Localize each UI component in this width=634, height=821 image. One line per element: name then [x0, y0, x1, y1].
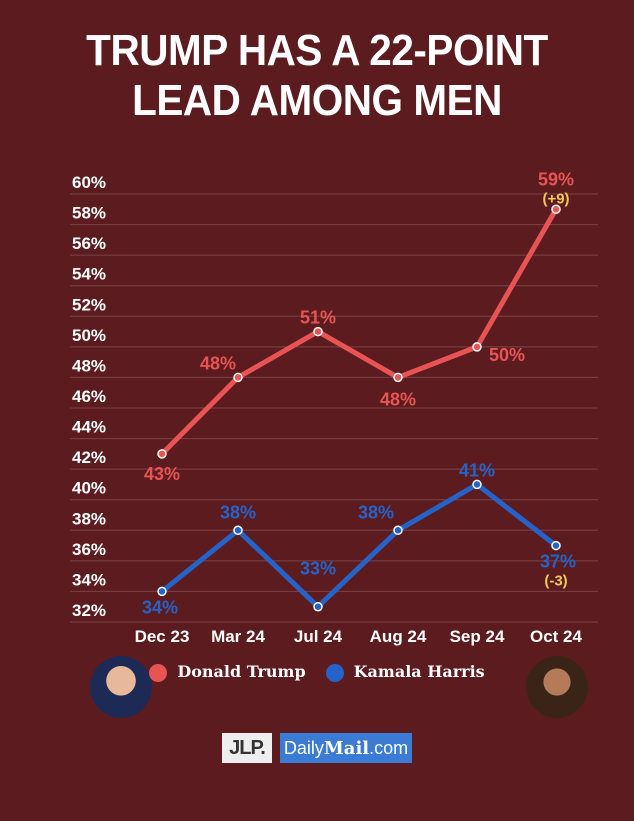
- legend-label-trump: Donald Trump: [177, 662, 306, 681]
- harris-photo: [526, 656, 588, 718]
- data-point: [313, 601, 323, 612]
- y-tick-label: 54%: [72, 265, 106, 284]
- x-tick-label: Sep 24: [450, 627, 505, 646]
- legend-item-trump: Donald Trump: [149, 662, 306, 682]
- trump-photo: [90, 656, 152, 718]
- data-label: 41%: [459, 460, 495, 480]
- legend-item-harris: Kamala Harris: [325, 662, 485, 682]
- y-tick-label: 44%: [72, 418, 106, 437]
- y-tick-label: 60%: [72, 173, 106, 192]
- data-point: [313, 326, 323, 337]
- source-logos: JLP. DailyMail.com: [0, 733, 634, 763]
- data-label: 43%: [144, 464, 180, 484]
- data-label: 50%: [489, 345, 525, 365]
- series-line-harris: [160, 481, 558, 610]
- harris-dot-icon: [325, 663, 344, 682]
- data-label: 48%: [200, 353, 236, 373]
- data-label: 48%: [380, 389, 416, 409]
- data-point: [233, 525, 243, 536]
- data-point: [472, 479, 482, 490]
- data-label: 37%: [540, 552, 576, 572]
- y-tick-label: 32%: [72, 601, 106, 620]
- y-tick-label: 40%: [72, 479, 106, 498]
- legend-label-harris: Kamala Harris: [353, 662, 485, 681]
- change-label: (+9): [542, 190, 569, 207]
- data-label: 51%: [300, 308, 336, 328]
- data-point: [233, 372, 243, 383]
- data-point: [472, 342, 482, 352]
- y-tick-label: 42%: [72, 448, 106, 467]
- legend: Donald Trump Kamala Harris: [0, 662, 634, 682]
- data-point: [551, 204, 561, 215]
- chart-title: TRUMP HAS A 22-POINT LEAD AMONG MEN: [25, 26, 608, 126]
- y-tick-label: 36%: [72, 540, 106, 559]
- y-tick-label: 50%: [72, 326, 106, 345]
- title-line-2: LEAD AMONG MEN: [132, 76, 502, 125]
- data-label: 38%: [220, 502, 256, 522]
- data-point: [393, 372, 403, 383]
- y-tick-label: 38%: [72, 509, 106, 528]
- x-tick-label: Oct 24: [530, 627, 583, 646]
- y-tick-label: 56%: [72, 234, 106, 253]
- data-label: 34%: [142, 597, 178, 617]
- trump-dot-icon: [149, 663, 168, 682]
- x-tick-label: Aug 24: [370, 627, 427, 646]
- data-point: [551, 540, 561, 551]
- y-tick-label: 34%: [72, 570, 106, 589]
- y-tick-label: 52%: [72, 295, 106, 314]
- series-line-trump: [160, 208, 559, 456]
- y-tick-label: 46%: [72, 387, 106, 406]
- data-label: 33%: [300, 559, 336, 579]
- change-label: (-3): [544, 573, 567, 590]
- data-label: 59%: [538, 169, 574, 189]
- x-tick-label: Mar 24: [211, 627, 265, 646]
- data-label: 38%: [358, 502, 394, 522]
- title-line-1: TRUMP HAS A 22-POINT: [86, 26, 548, 75]
- x-tick-label: Dec 23: [135, 627, 190, 646]
- data-point: [157, 449, 167, 459]
- dailymail-logo: DailyMail.com: [280, 733, 412, 763]
- data-point: [393, 525, 403, 536]
- line-chart: 32% 34% 36% 38% 40% 42% 44% 46% 48% 50% 52% 54% 56% 5…: [70, 169, 598, 646]
- jlp-logo: JLP.: [222, 733, 272, 763]
- data-point: [157, 586, 167, 597]
- y-tick-label: 48%: [72, 356, 106, 375]
- y-tick-label: 58%: [72, 204, 106, 223]
- x-tick-label: Jul 24: [294, 627, 343, 646]
